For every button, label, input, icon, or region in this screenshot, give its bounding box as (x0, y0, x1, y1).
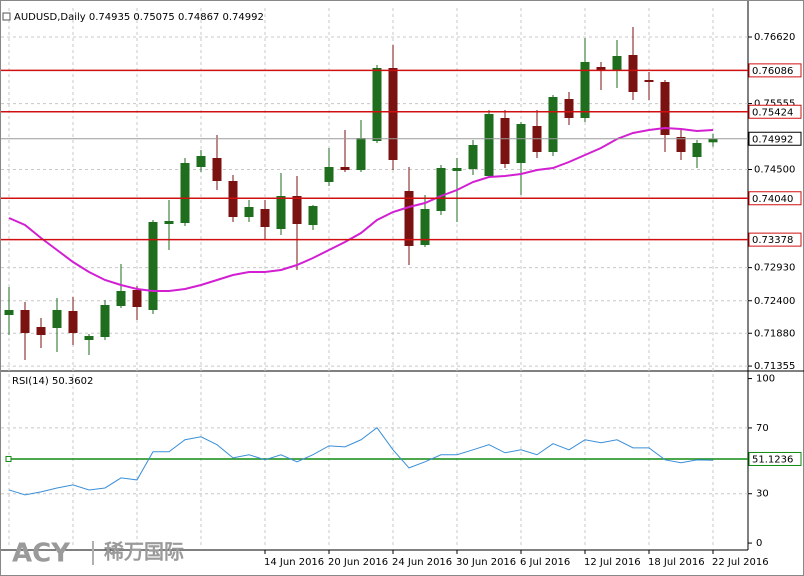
candle-body (324, 167, 334, 182)
candle-body (676, 137, 686, 152)
level-box (748, 451, 802, 466)
candle-body (548, 97, 558, 152)
y-tick-label: 0.74500 (754, 165, 795, 176)
chart-title: AUDUSD,Daily 0.74935 0.75075 0.74867 0.7… (14, 12, 264, 23)
last-price-label: 0.74992 (752, 134, 793, 145)
candle-body (36, 327, 46, 335)
y-tick-label: 0.71355 (754, 361, 795, 372)
level-handle (5, 455, 12, 462)
candle-body (20, 310, 30, 333)
candle-body (628, 55, 638, 92)
y-tick-label: 0.75555 (754, 99, 795, 110)
candle-body (52, 310, 62, 328)
brand: ACY (12, 539, 71, 569)
candle-body (580, 62, 590, 118)
candle-body (132, 290, 142, 307)
title-marker (2, 12, 11, 21)
level-label: 0.74040 (752, 194, 793, 205)
candle-body (436, 168, 446, 211)
candle-body (180, 163, 190, 223)
candle-body (484, 114, 494, 176)
last-price-box (748, 131, 802, 146)
candle-body (340, 167, 350, 170)
candle-body (164, 221, 174, 224)
x-tick-label: 14 Jun 2016 (264, 557, 324, 568)
y-tick-label: 30 (756, 489, 769, 500)
candle-body (244, 207, 254, 217)
candle-body (612, 56, 622, 70)
candle-body (68, 311, 78, 333)
y-tick-label: 100 (756, 374, 775, 385)
moving-average (8, 126, 714, 292)
candle-body (420, 209, 430, 245)
y-tick-label: 0 (756, 538, 762, 549)
indicator-title: RSI(14) 50.3602 (12, 376, 93, 387)
watermark: ACY 稀万国际 (12, 539, 184, 569)
x-tick-label: 12 Jul 2016 (584, 557, 641, 568)
rsi-line (8, 427, 714, 496)
candle-body (148, 222, 158, 310)
x-tick-label: 24 Jun 2016 (392, 557, 452, 568)
candle-body (196, 156, 206, 167)
candle-body (308, 206, 318, 225)
candle-body (100, 305, 110, 337)
y-tick-label: 0.72930 (754, 263, 795, 274)
level-label: 0.75424 (752, 107, 793, 118)
candle-body (292, 196, 302, 224)
candle-body (660, 82, 670, 135)
y-tick-label: 0.72400 (754, 296, 795, 307)
candle-body (212, 158, 222, 181)
candle-body (596, 67, 606, 71)
level-box (748, 104, 802, 119)
candle-body (276, 196, 286, 229)
x-tick-label: 30 Jun 2016 (456, 557, 516, 568)
candle-body (500, 118, 510, 164)
candle-body (388, 68, 398, 160)
candle-body (356, 138, 366, 170)
candle-body (372, 68, 382, 141)
candle-body (116, 291, 126, 306)
x-tick-label: 6 Jul 2016 (520, 557, 570, 568)
y-tick-label: 70 (756, 423, 769, 434)
candle-body (468, 145, 478, 169)
level-label: 0.76086 (752, 66, 793, 77)
candle-body (260, 209, 270, 227)
candle-body (644, 80, 654, 82)
level-label: 51.1236 (752, 454, 793, 465)
level-box (748, 63, 802, 78)
brand-sub: 稀万国际 (104, 540, 184, 564)
x-tick-label: 20 Jun 2016 (328, 557, 388, 568)
candle-body (692, 143, 702, 157)
x-tick-label: 18 Jul 2016 (648, 557, 705, 568)
candle-body (708, 138, 718, 143)
candle-body (84, 336, 94, 340)
candle-body (4, 310, 14, 315)
level-label: 0.73378 (752, 235, 793, 246)
level-box (748, 191, 802, 206)
divider (92, 541, 94, 565)
y-tick-label: 0.71880 (754, 328, 795, 339)
y-tick-label: 0.76620 (754, 32, 795, 43)
candle-body (564, 99, 574, 118)
candle-body (452, 168, 462, 171)
candle-body (404, 191, 414, 246)
x-tick-label: 22 Jul 2016 (712, 557, 769, 568)
candle-body (516, 124, 526, 163)
level-box (748, 232, 802, 247)
